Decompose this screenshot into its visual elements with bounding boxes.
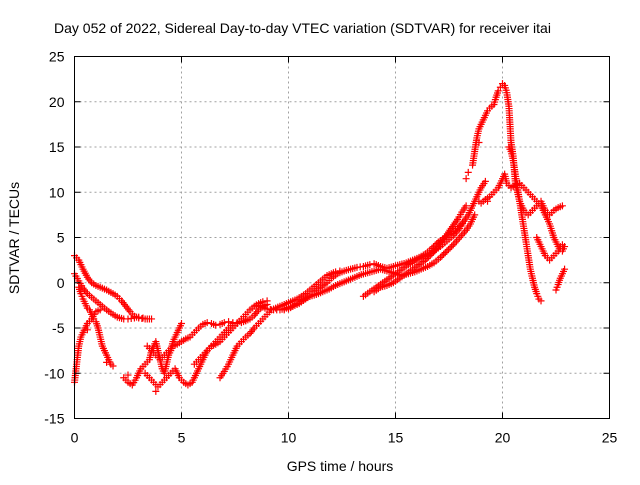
series-9: [216, 267, 344, 382]
data-point: [452, 237, 460, 245]
data-point: [537, 297, 545, 305]
x-tick-label: 20: [495, 430, 511, 446]
data-point: [203, 319, 211, 327]
data-point: [462, 175, 470, 183]
series-13: [370, 202, 470, 296]
data-point: [438, 252, 446, 260]
data-point: [454, 235, 462, 243]
data-point: [444, 245, 452, 253]
data-point: [448, 242, 456, 250]
data-point: [436, 253, 444, 261]
data-point: [139, 314, 147, 322]
series-4: [75, 283, 117, 370]
x-tick-label: 5: [178, 430, 186, 446]
series-1: [71, 252, 156, 323]
data-point: [457, 232, 465, 240]
series-16: [505, 143, 566, 219]
data-point: [178, 319, 185, 327]
y-tick-label: -15: [44, 411, 64, 427]
series-18: [552, 265, 569, 294]
data-point: [225, 318, 233, 326]
data-point: [421, 256, 429, 264]
data-point: [459, 230, 467, 238]
data-point: [423, 255, 431, 263]
data-point: [496, 83, 504, 91]
x-tick-label: 10: [281, 430, 297, 446]
data-point: [103, 358, 111, 366]
y-tick-label: 25: [49, 49, 65, 65]
x-axis-label: GPS time / hours: [287, 458, 394, 474]
data-point: [96, 306, 104, 314]
grid-lines: [74, 56, 610, 419]
y-tick-label: -5: [52, 320, 65, 336]
data-points: [71, 80, 569, 395]
data-point: [456, 234, 464, 241]
y-tick-label: 5: [57, 230, 65, 246]
data-point: [494, 87, 502, 95]
data-point: [451, 239, 459, 247]
data-point: [464, 168, 472, 176]
x-tick-labels: 0 5 10 15 20 25: [71, 430, 618, 446]
y-tick-labels: -15 -10 -5 0 5 10 15 20 25: [44, 49, 64, 427]
data-point: [471, 211, 479, 219]
data-point: [212, 321, 220, 329]
data-point: [220, 319, 228, 327]
y-tick-label: 0: [57, 275, 65, 291]
data-point: [135, 313, 143, 321]
x-tick-label: 25: [602, 430, 618, 446]
data-point: [462, 202, 470, 210]
series-17: [533, 234, 566, 264]
data-point: [109, 362, 117, 370]
y-tick-label: 10: [49, 184, 65, 200]
data-point: [561, 265, 569, 273]
y-axis-label: SDTVAR / TECUs: [6, 182, 22, 294]
series-3: [71, 306, 104, 386]
data-point: [440, 250, 448, 258]
data-point: [263, 297, 271, 305]
series-7: [143, 300, 271, 364]
data-point: [558, 241, 566, 249]
data-point: [475, 138, 483, 146]
y-tick-label: 15: [49, 139, 65, 155]
data-point: [124, 371, 132, 379]
data-point: [446, 244, 454, 252]
data-point: [425, 253, 433, 261]
data-point: [460, 217, 468, 225]
data-point: [484, 197, 492, 205]
data-point: [143, 315, 151, 323]
data-point: [152, 387, 160, 395]
axis-ticks: [74, 56, 610, 419]
data-point: [441, 249, 449, 257]
y-tick-label: 20: [49, 94, 65, 110]
chart-title: Day 052 of 2022, Sidereal Day-to-day VTE…: [54, 20, 551, 36]
x-tick-label: 15: [388, 430, 404, 446]
data-point: [443, 247, 451, 255]
outlier-points: [83, 138, 492, 395]
data-point: [449, 241, 457, 249]
data-point: [558, 202, 566, 210]
series-8: [190, 297, 271, 368]
data-point: [426, 251, 434, 259]
y-tick-label: -10: [44, 365, 64, 381]
data-point: [130, 314, 138, 322]
series-2: [71, 270, 151, 323]
data-point: [280, 306, 288, 314]
data-point: [366, 261, 374, 269]
data-point: [83, 326, 91, 334]
x-tick-label: 0: [71, 430, 79, 446]
data-point: [481, 177, 489, 185]
series-11: [280, 211, 479, 314]
